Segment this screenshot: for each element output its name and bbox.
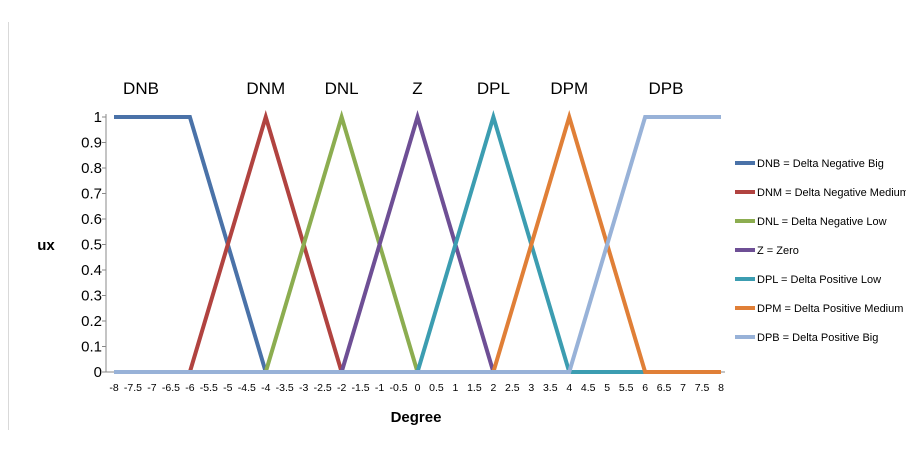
series-top-labels: DNB DNM DNL Z DPL DPM DPB xyxy=(123,79,683,98)
y-tick-label: 0.7 xyxy=(81,186,102,203)
series-line-dnb xyxy=(114,115,721,374)
y-axis-label: ux xyxy=(37,237,55,254)
x-tick-label: 6 xyxy=(642,382,648,394)
x-tick-label: -0.5 xyxy=(389,382,407,394)
x-tick-label: -2.5 xyxy=(314,382,332,394)
x-tick-label: 5 xyxy=(604,382,610,394)
series-group xyxy=(114,109,721,374)
y-tick-label: 1 xyxy=(94,109,102,126)
x-axis-label: Degree xyxy=(391,409,442,426)
x-tick-label: 1.5 xyxy=(467,382,482,394)
x-tick-label: -3 xyxy=(299,382,308,394)
x-tick-label: 0 xyxy=(415,382,421,394)
y-tick-label: 0.3 xyxy=(81,288,102,305)
x-tick-label: 4.5 xyxy=(581,382,596,394)
x-tick-label: -6 xyxy=(185,382,194,394)
series-top-label-dpm: DPM xyxy=(550,79,588,98)
series-line-dnm xyxy=(114,109,721,374)
x-tick-label: -3.5 xyxy=(276,382,294,394)
x-tick-label: 2 xyxy=(490,382,496,394)
legend-label-dnb: DNB = Delta Negative Big xyxy=(757,158,884,170)
legend-label-dnm: DNM = Delta Negative Medium xyxy=(757,187,906,199)
legend-label-dpm: DPM = Delta Positive Medium xyxy=(757,303,903,315)
x-tick-label: 0.5 xyxy=(429,382,444,394)
x-tick-label: -4 xyxy=(261,382,270,394)
x-tick-label: -2 xyxy=(337,382,346,394)
series-line-dpb xyxy=(114,115,721,374)
axes-group: 0 0.1 0.2 0.3 0.4 0.5 0.6 0.7 0.8 0.9 1 -8 -7.5 -7 -6.… xyxy=(81,109,725,394)
legend: DNB = Delta Negative Big DNM = Delta Nega… xyxy=(735,158,906,344)
legend-label-dpb: DPB = Delta Positive Big xyxy=(757,332,878,344)
series-top-label-dnl: DNL xyxy=(325,79,359,98)
y-tick-label: 0.8 xyxy=(81,160,102,177)
y-tick-label: 0.1 xyxy=(81,339,102,356)
x-tick-label: 8 xyxy=(718,382,724,394)
y-tick-label: 0 xyxy=(94,364,102,381)
x-tick-label: 3.5 xyxy=(543,382,558,394)
x-tick-label: -7.5 xyxy=(124,382,142,394)
x-tick-label: 5.5 xyxy=(619,382,634,394)
x-tick-label: 7 xyxy=(680,382,686,394)
series-line-dpl xyxy=(114,109,721,374)
y-tick-label: 0.4 xyxy=(81,262,102,279)
x-tick-label: -4.5 xyxy=(238,382,256,394)
x-tick-label: 1 xyxy=(453,382,459,394)
x-tick-label: -8 xyxy=(109,382,118,394)
series-top-label-z: Z xyxy=(412,79,422,98)
series-top-label-dnm: DNM xyxy=(246,79,285,98)
x-tick-label: -5.5 xyxy=(200,382,218,394)
x-tick-label: 6.5 xyxy=(657,382,672,394)
x-tick-label: 2.5 xyxy=(505,382,520,394)
x-tick-label: -6.5 xyxy=(162,382,180,394)
legend-label-dpl: DPL = Delta Positive Low xyxy=(757,274,881,286)
x-tick-label: -1.5 xyxy=(352,382,370,394)
legend-label-z: Z = Zero xyxy=(757,245,799,257)
series-line-dpm xyxy=(114,109,721,374)
x-tick-label: 4 xyxy=(566,382,572,394)
series-line-z xyxy=(114,109,721,374)
series-line-dnl xyxy=(114,109,721,374)
series-top-label-dnb: DNB xyxy=(123,79,159,98)
series-top-label-dpb: DPB xyxy=(649,79,684,98)
legend-label-dnl: DNL = Delta Negative Low xyxy=(757,216,887,228)
y-tick-label: 0.5 xyxy=(81,237,102,254)
x-tick-label: -7 xyxy=(147,382,156,394)
y-tick-label: 0.2 xyxy=(81,313,102,330)
frame-left-border xyxy=(8,22,9,430)
x-tick-label: 3 xyxy=(528,382,534,394)
x-tick-label: -1 xyxy=(375,382,384,394)
x-tick-label: 7.5 xyxy=(695,382,710,394)
x-tick-label: -5 xyxy=(223,382,232,394)
y-tick-label: 0.9 xyxy=(81,135,102,152)
series-top-label-dpl: DPL xyxy=(477,79,510,98)
y-tick-label: 0.6 xyxy=(81,211,102,228)
